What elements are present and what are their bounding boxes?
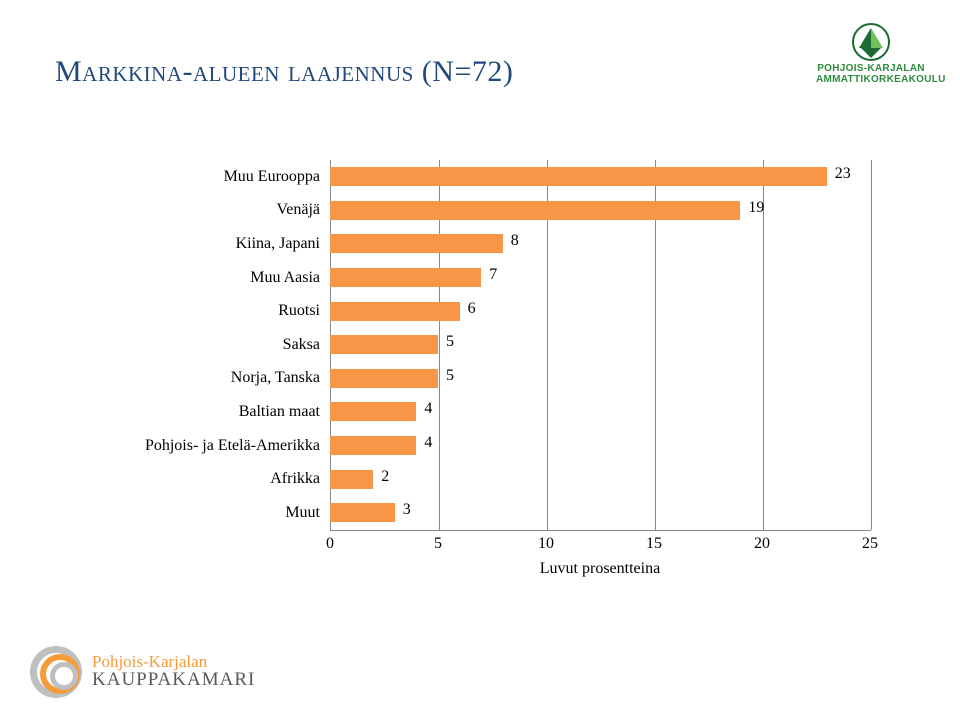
kauppakamari-rings-icon [30,646,82,698]
logo-pohjois-karjalan-amk: POHJOIS-KARJALAN AMMATTIKORKEAKOULU [816,22,926,85]
chart-bar: 4 [330,436,416,455]
chart-bar-fill: 3 [330,503,395,522]
chart-row: Muu Aasia 7 [85,261,885,295]
chart-bar-fill: 8 [330,234,503,253]
amk-logo-icon [847,22,895,62]
chart-bar-fill: 5 [330,369,438,388]
page-title: Markkina-alueen laajennus (N=72) [55,55,513,89]
chart-x-tick: 25 [862,535,878,553]
chart-bar: 6 [330,302,460,321]
chart-category-label: Saksa [85,336,320,354]
chart-row: Ruotsi 6 [85,294,885,328]
kauppakamari-text: Pohjois-Karjalan KAUPPAKAMARI [92,653,255,691]
logo-kauppakamari: Pohjois-Karjalan KAUPPAKAMARI [30,646,255,698]
chart-x-tick: 10 [538,535,554,553]
chart-category-label: Muu Aasia [85,269,320,287]
amk-logo-line2: AMMATTIKORKEAKOULU [816,75,926,86]
chart-category-label: Ruotsi [85,302,320,320]
chart-category-label: Baltian maat [85,403,320,421]
chart-x-tick: 20 [754,535,770,553]
chart-row: Afrikka 2 [85,462,885,496]
chart-value-label: 19 [748,199,764,217]
chart-bar-fill: 23 [330,167,827,186]
chart-bar-fill: 4 [330,402,416,421]
chart-row: Norja, Tanska 5 [85,362,885,396]
chart-bar: 7 [330,268,481,287]
chart-bar-fill: 4 [330,436,416,455]
chart-bar: 8 [330,234,503,253]
chart-bar-fill: 6 [330,302,460,321]
chart-row: Baltian maat 4 [85,395,885,429]
chart-category-label: Norja, Tanska [85,369,320,387]
chart-x-tick: 0 [326,535,334,553]
chart-row: Muu Eurooppa 23 [85,160,885,194]
chart-bar: 5 [330,335,438,354]
chart-category-label: Venäjä [85,201,320,219]
chart-bar-fill: 7 [330,268,481,287]
chart-row: Saksa 5 [85,328,885,362]
chart-value-label: 5 [446,333,454,351]
chart-value-label: 23 [835,165,851,183]
chart-row: Kiina, Japani 8 [85,227,885,261]
chart-row: Muut 3 [85,496,885,530]
chart-value-label: 4 [424,400,432,418]
chart-category-label: Muu Eurooppa [85,168,320,186]
chart-x-tick: 15 [646,535,662,553]
kauppakamari-line2: KAUPPAKAMARI [92,670,255,691]
chart-row: Venäjä 19 [85,194,885,228]
chart-category-label: Muut [85,504,320,522]
slide: POHJOIS-KARJALAN AMMATTIKORKEAKOULU Mark… [0,0,960,720]
chart-bar: 23 [330,167,827,186]
chart-markkina-alueen: Luvut prosentteina 0510152025Muu Euroopp… [85,160,885,590]
kauppakamari-line1: Pohjois-Karjalan [92,653,255,670]
chart-value-label: 2 [381,468,389,486]
chart-bar: 4 [330,402,416,421]
chart-bar-fill: 19 [330,201,740,220]
chart-category-label: Pohjois- ja Etelä-Amerikka [85,437,320,455]
chart-bar-fill: 5 [330,335,438,354]
chart-row: Pohjois- ja Etelä-Amerikka 4 [85,429,885,463]
amk-logo-line1: POHJOIS-KARJALAN [816,64,926,75]
chart-bar: 2 [330,470,373,489]
chart-value-label: 7 [489,266,497,284]
chart-value-label: 3 [403,501,411,519]
chart-category-label: Afrikka [85,470,320,488]
chart-value-label: 5 [446,367,454,385]
chart-category-label: Kiina, Japani [85,235,320,253]
chart-value-label: 8 [511,232,519,250]
chart-bar-fill: 2 [330,470,373,489]
chart-x-tick: 5 [434,535,442,553]
chart-bar: 5 [330,369,438,388]
chart-value-label: 6 [468,300,476,318]
chart-bar: 19 [330,201,740,220]
chart-value-label: 4 [424,434,432,452]
chart-bar: 3 [330,503,395,522]
chart-x-axis-title: Luvut prosentteina [330,560,870,578]
